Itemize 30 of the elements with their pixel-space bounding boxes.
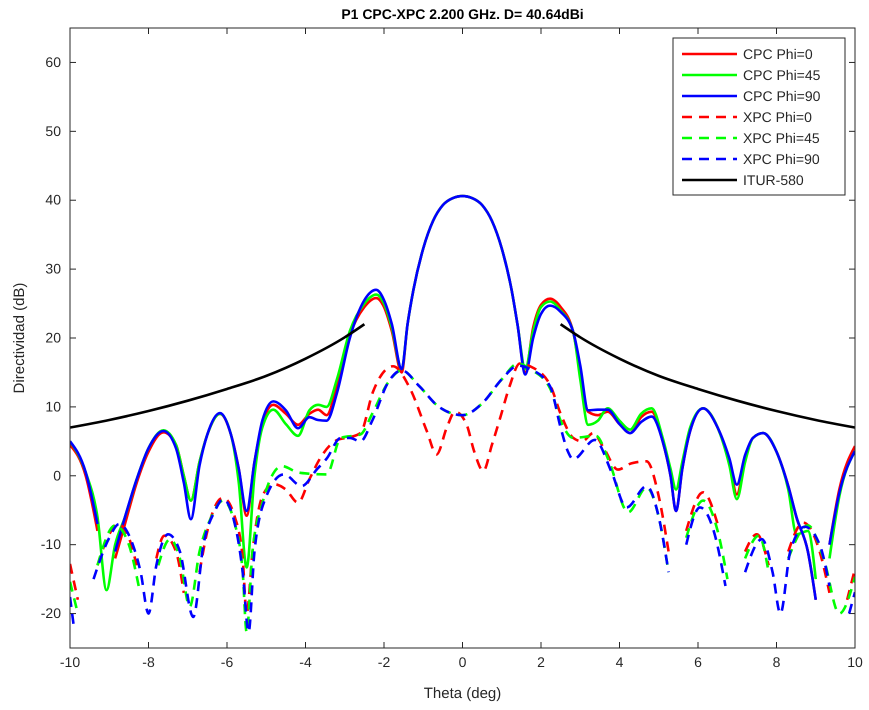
y-axis-title: Directividad (dB) (11, 282, 28, 394)
x-tick-label: -2 (378, 654, 390, 670)
legend-label: CPC Phi=45 (743, 67, 821, 83)
y-tick-label: 10 (45, 398, 62, 414)
legend-label: CPC Phi=90 (743, 88, 821, 104)
y-tick-label: 20 (45, 329, 62, 346)
legend-label: ITUR-580 (743, 172, 804, 188)
y-tick-label: -10 (40, 536, 62, 552)
x-tick-label: -10 (60, 654, 80, 670)
legend-label: XPC Phi=90 (743, 151, 820, 167)
y-tick-label: 50 (45, 122, 62, 139)
y-tick-label: 30 (45, 260, 62, 277)
x-axis-title: Theta (deg) (424, 685, 502, 702)
x-tick-label: 2 (537, 654, 546, 670)
x-tick-label: 6 (694, 654, 702, 670)
x-tick-label: 4 (616, 654, 624, 670)
legend-label: XPC Phi=45 (743, 130, 820, 146)
x-tick-label: 10 (847, 654, 863, 670)
legend-label: CPC Phi=0 (743, 46, 813, 62)
x-tick-label: -4 (299, 654, 312, 670)
y-tick-label: 0 (53, 467, 62, 484)
x-tick-label: -6 (220, 654, 234, 670)
y-tick-label: -20 (40, 605, 62, 622)
x-tick-label: 0 (458, 654, 467, 670)
chart-title: P1 CPC-XPC 2.200 GHz. D= 40.64dBi (341, 6, 584, 22)
x-tick-label: -8 (142, 654, 155, 670)
legend-label: XPC Phi=0 (743, 109, 812, 125)
y-tick-label: 40 (45, 192, 62, 208)
x-tick-label: 8 (772, 654, 781, 670)
y-tick-label: 60 (45, 54, 62, 70)
